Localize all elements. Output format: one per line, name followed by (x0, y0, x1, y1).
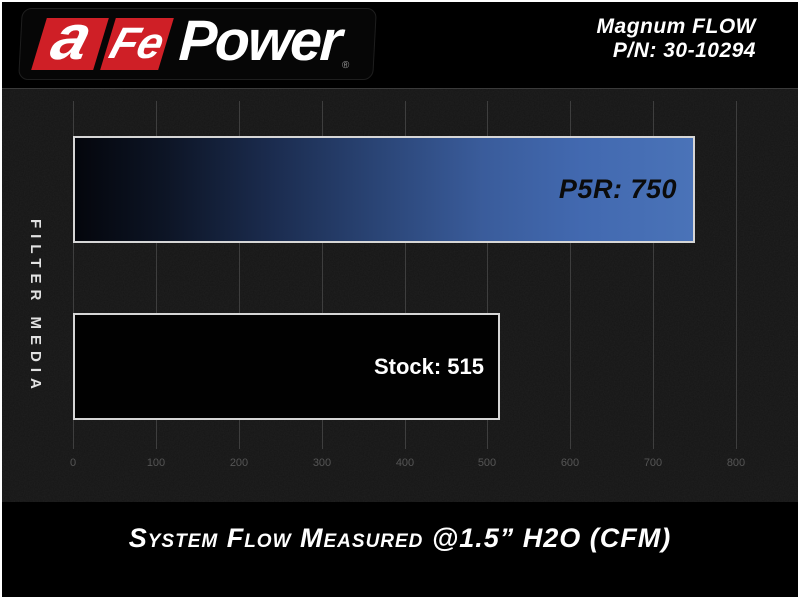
chart-title: System Flow Measured @1.5” H2O (CFM) (128, 523, 672, 553)
footer: System Flow Measured @1.5” H2O (CFM) (2, 502, 798, 597)
bar-p5r: P5R: 750 (73, 136, 695, 243)
x-tick-label-400: 400 (395, 457, 415, 469)
bar-label-stock: Stock: 515 (373, 353, 484, 379)
x-axis-ticks: 0 100 200 300 400 500 600 700 800 (70, 457, 745, 477)
x-tick-label-0: 0 (69, 457, 77, 469)
afe-power-logo: a Fe Power ® (18, 2, 378, 80)
gridline-0 (73, 101, 74, 449)
gridline-400 (405, 101, 406, 449)
x-tick-label-200: 200 (229, 457, 249, 469)
x-tick-label-300: 300 (312, 457, 332, 469)
gridline-600 (570, 101, 571, 449)
product-name: Magnum FLOW (596, 15, 756, 38)
product-info: Magnum FLOW P/N: 30-10294 (597, 15, 756, 63)
x-tick-label-600: 600 (560, 457, 580, 469)
chart-area: FILTER MEDIA P5R: 750 Stock: 515 0 100 200 3… (2, 88, 798, 502)
x-tick-label-100: 100 (146, 457, 166, 469)
gridline-500 (487, 101, 488, 449)
bar-stock: Stock: 515 (73, 313, 500, 420)
logo-plate: a Fe Power ® (18, 2, 378, 80)
gridline-700 (653, 101, 654, 449)
registered-trademark-icon: ® (341, 60, 350, 71)
bar-label-p5r: P5R: 750 (558, 174, 677, 204)
x-tick-label-500: 500 (477, 457, 497, 469)
x-tick-label-800: 800 (726, 457, 746, 469)
logo-letter-a: a (43, 1, 101, 73)
x-tick-label-700: 700 (643, 457, 663, 469)
gridline-200 (239, 101, 240, 449)
logo-word-power: Power (177, 8, 342, 73)
logo-letters-fe: Fe (104, 19, 171, 68)
header: a Fe Power ® Magnum FLOW P/N: 30-10294 (2, 2, 798, 88)
logo-red-block-fe: Fe (100, 18, 174, 70)
part-number: P/N: 30-10294 (612, 39, 756, 62)
gridline-300 (322, 101, 323, 449)
y-axis-label: FILTER MEDIA (27, 219, 44, 395)
gridline-100 (156, 101, 157, 449)
plot-area: P5R: 750 Stock: 515 (73, 101, 737, 449)
logo-red-block-a: a (31, 2, 109, 73)
gridline-800 (736, 101, 737, 449)
